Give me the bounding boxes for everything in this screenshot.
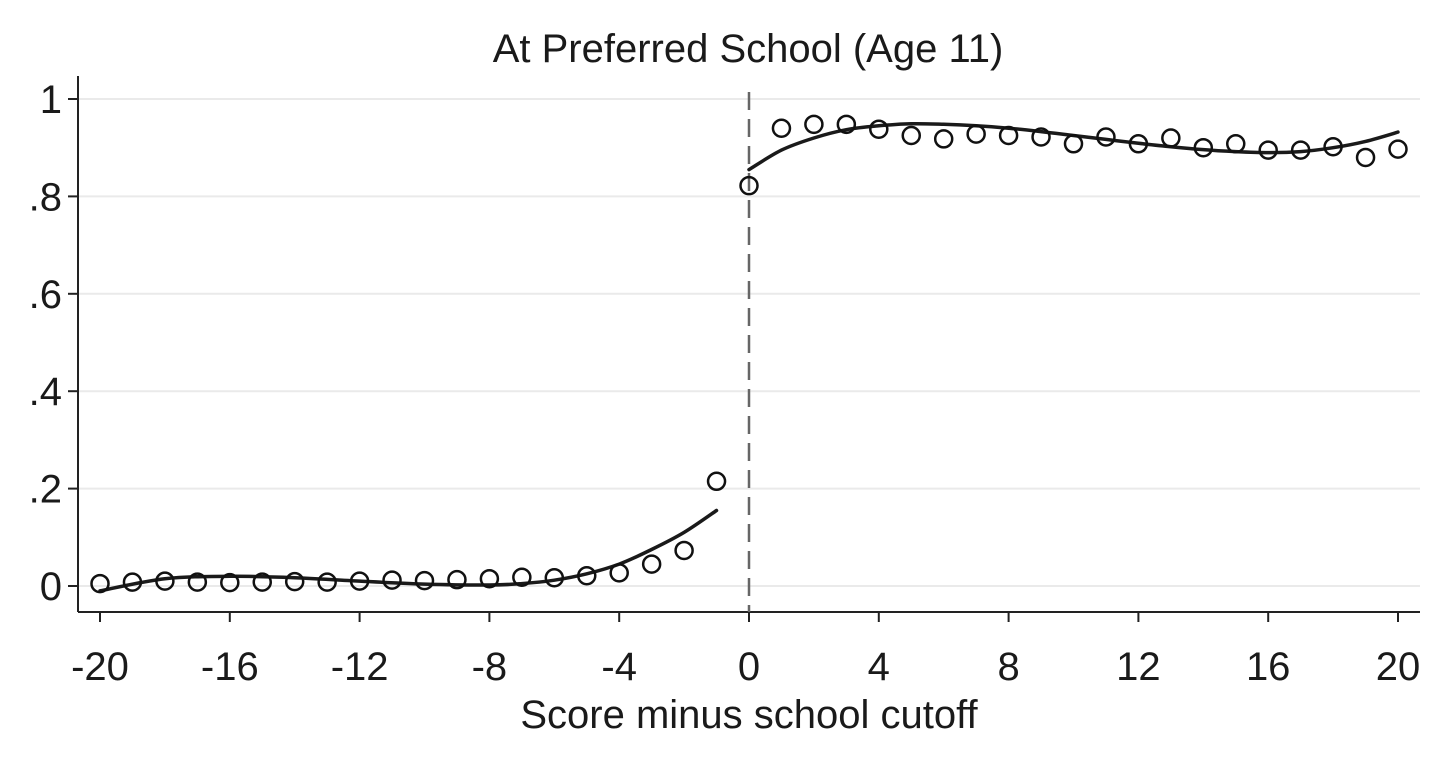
- data-point: [155, 571, 175, 591]
- data-point: [220, 572, 240, 593]
- data-point: [641, 554, 662, 574]
- data-point: [414, 570, 435, 591]
- y-tick-label: .8: [29, 175, 62, 219]
- data-point: [998, 125, 1019, 146]
- data-point: [317, 572, 337, 592]
- data-point: [252, 572, 272, 592]
- y-axis-ticks: 0 .2 .4 .6 .8 1: [29, 78, 78, 609]
- data-point: [1258, 140, 1278, 160]
- x-tick-label: -8: [472, 645, 508, 689]
- data-point: [1323, 136, 1343, 157]
- x-tick-label: 16: [1246, 645, 1291, 689]
- data-point: [1063, 134, 1084, 154]
- data-point: [1031, 127, 1051, 147]
- x-tick-label: 4: [868, 645, 890, 689]
- data-point: [609, 563, 629, 583]
- data-point: [382, 570, 402, 590]
- data-point: [349, 571, 370, 591]
- x-tick-label: 0: [738, 645, 760, 689]
- data-point: [1355, 147, 1376, 168]
- data-point: [1161, 128, 1181, 148]
- data-point: [512, 567, 532, 587]
- data-point: [187, 572, 208, 592]
- y-tick-label: .4: [29, 370, 62, 414]
- data-point: [674, 540, 694, 561]
- x-tick-label: 20: [1376, 645, 1421, 689]
- x-tick-label: -16: [201, 645, 259, 689]
- data-point: [901, 125, 921, 146]
- chart-title: At Preferred School (Age 11): [493, 27, 1004, 71]
- x-tick-label: 8: [997, 645, 1019, 689]
- data-point: [479, 568, 500, 589]
- x-tick-label: -4: [601, 645, 637, 689]
- data-point: [966, 124, 986, 144]
- data-point: [122, 572, 143, 592]
- fit-line-right: [747, 122, 1400, 172]
- data-point: [1290, 140, 1311, 160]
- y-tick-label: .2: [29, 468, 62, 512]
- x-tick-label: 12: [1116, 645, 1161, 689]
- data-point: [836, 114, 857, 135]
- data-point: [1193, 137, 1214, 158]
- data-point: [447, 569, 467, 590]
- y-tick-label: 1: [40, 78, 62, 122]
- scatter-points: [90, 114, 1408, 594]
- data-point: [1128, 134, 1149, 154]
- data-point: [739, 175, 759, 196]
- y-tick-label: .6: [29, 273, 62, 317]
- y-tick-label: 0: [40, 565, 62, 609]
- x-axis-ticks: -20 -16 -12 -8 -4 0 4 8 12 16 20: [71, 612, 1420, 689]
- data-point: [1388, 139, 1408, 159]
- data-point: [90, 573, 110, 594]
- x-tick-label: -12: [331, 645, 389, 689]
- data-point: [284, 571, 305, 592]
- data-point: [804, 114, 824, 135]
- x-axis-title: Score minus school cutoff: [520, 693, 978, 737]
- data-point: [869, 119, 889, 139]
- data-point: [544, 567, 565, 588]
- data-point: [933, 129, 954, 149]
- data-point: [706, 471, 727, 492]
- x-tick-label: -20: [71, 645, 129, 689]
- data-point: [771, 118, 792, 138]
- data-point: [577, 566, 597, 586]
- data-point: [1096, 127, 1116, 147]
- data-point: [1226, 134, 1246, 154]
